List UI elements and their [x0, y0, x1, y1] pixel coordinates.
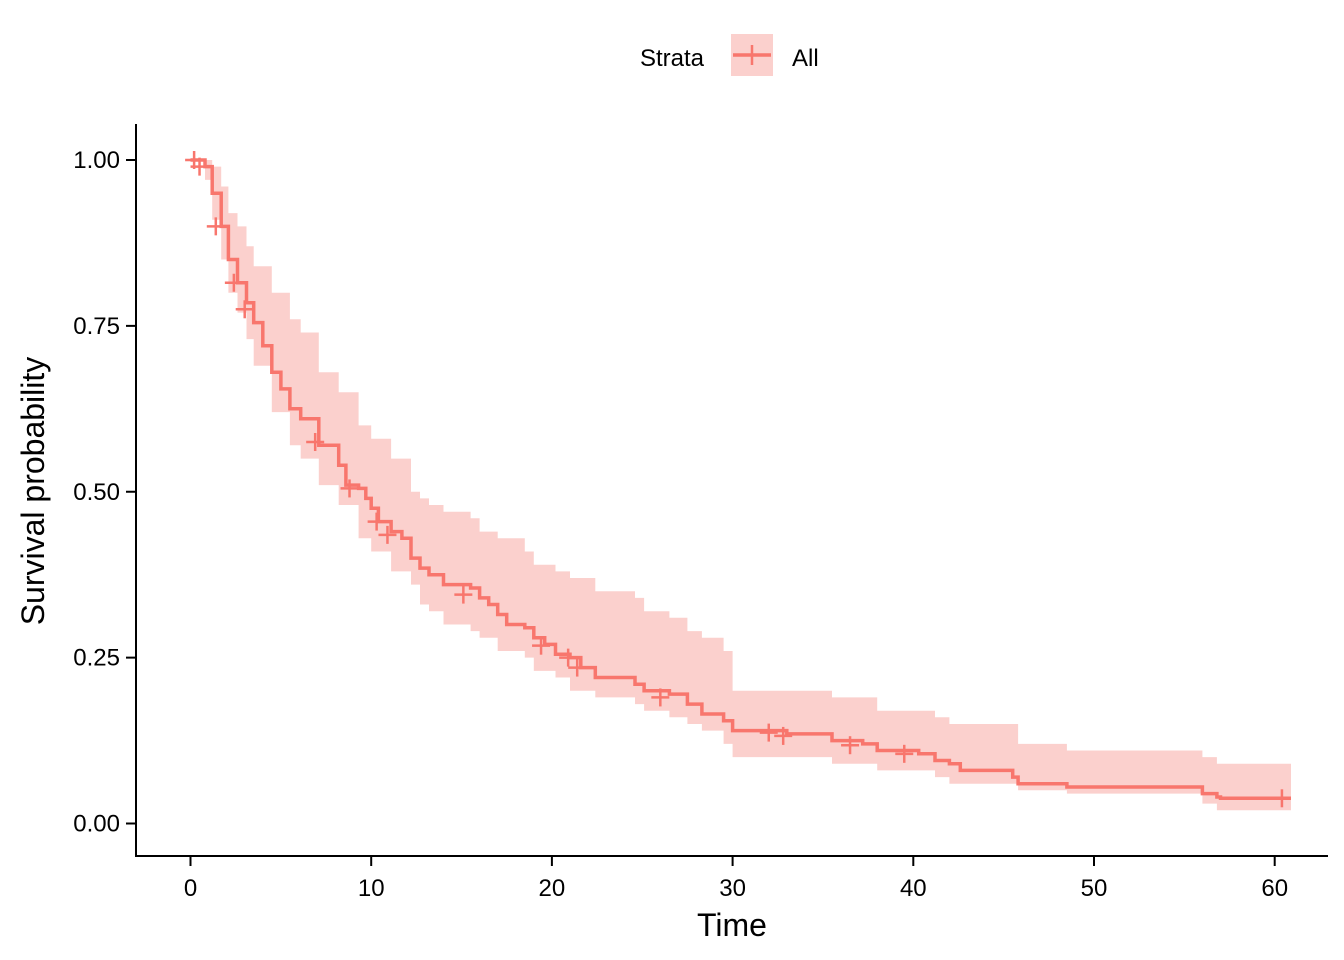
- censor-mark: [190, 157, 209, 176]
- censor-mark: [224, 273, 243, 292]
- x-axis-ticks: 0 10 20 30 40 50 60: [184, 856, 1288, 902]
- censor-mark: [568, 658, 587, 677]
- survival-curve-all: [190, 158, 1291, 801]
- censor-mark: [651, 688, 670, 707]
- censor-mark: [367, 512, 386, 531]
- censor-mark: [774, 726, 793, 745]
- y-axis-title: Survival probability: [15, 357, 51, 626]
- plot-area: [185, 151, 1291, 811]
- censor-mark: [1272, 789, 1291, 808]
- censor-mark: [759, 723, 778, 742]
- y-tick-label: 0.00: [73, 811, 120, 838]
- legend-title: Strata: [640, 45, 705, 72]
- x-tick-label: 50: [1081, 875, 1108, 902]
- censor-mark: [559, 648, 578, 667]
- censor-mark: [454, 585, 473, 604]
- x-tick-label: 40: [900, 875, 927, 902]
- censor-mark: [235, 300, 254, 319]
- x-tick-label: 60: [1261, 875, 1288, 902]
- x-tick-label: 0: [184, 875, 197, 902]
- x-tick-label: 10: [358, 875, 385, 902]
- axes: 0 10 20 30 40 50 60 0.00 0.25 0.50 0.75 1.00: [73, 124, 1328, 902]
- censor-mark: [340, 479, 359, 498]
- legend-label-all: All: [792, 45, 819, 72]
- censor-mark: [841, 736, 860, 755]
- legend: Strata All: [640, 34, 819, 76]
- y-tick-label: 1.00: [73, 147, 120, 174]
- confidence-band: [190, 160, 1291, 811]
- y-axis-ticks: 0.00 0.25 0.50 0.75 1.00: [73, 147, 136, 838]
- x-tick-label: 20: [539, 875, 566, 902]
- y-tick-label: 0.75: [73, 313, 120, 340]
- censor-mark: [532, 636, 551, 655]
- censor-mark: [378, 525, 397, 544]
- censor-mark: [895, 744, 914, 763]
- y-tick-label: 0.50: [73, 479, 120, 506]
- censor-mark: [206, 217, 225, 236]
- y-tick-label: 0.25: [73, 645, 120, 672]
- x-tick-label: 30: [719, 875, 746, 902]
- x-axis-title: Time: [697, 907, 767, 943]
- censor-mark: [306, 432, 325, 451]
